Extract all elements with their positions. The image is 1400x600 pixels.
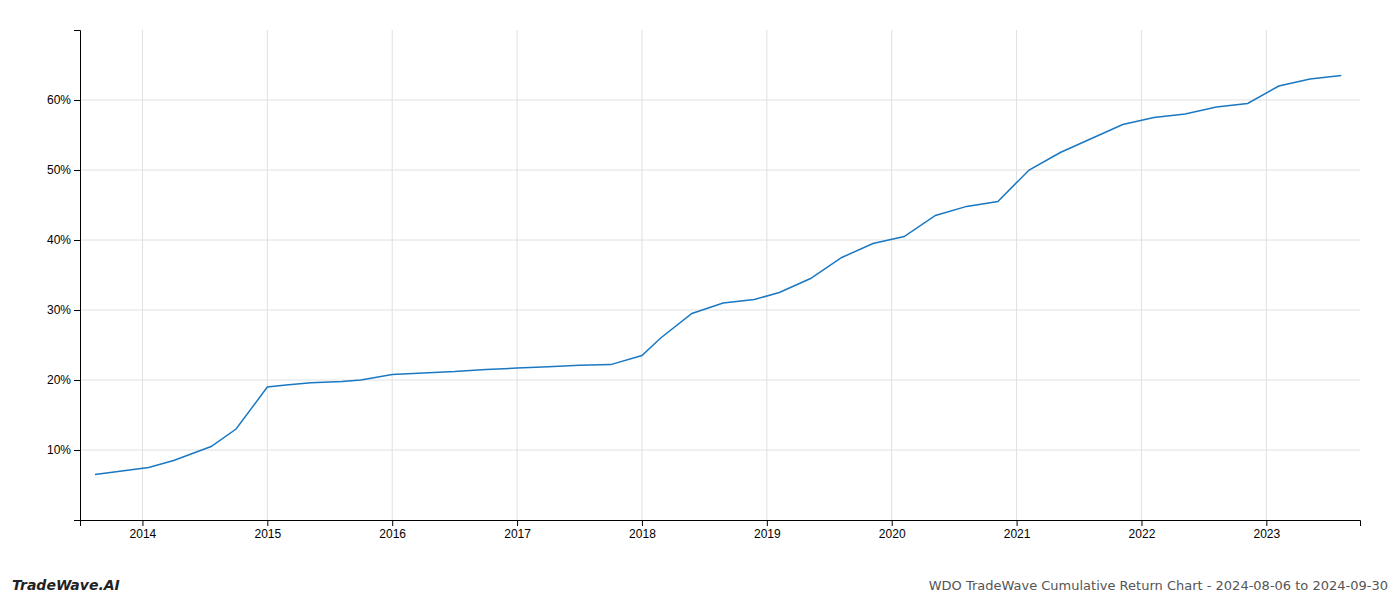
grid-line xyxy=(1141,30,1142,520)
watermark: TradeWave.AI xyxy=(12,577,120,593)
tick: 2014 xyxy=(130,520,157,541)
tick-label: 50% xyxy=(47,163,71,177)
tick: 60% xyxy=(47,93,80,107)
tick-label: 40% xyxy=(47,233,71,247)
title: WDO TradeWave Cumulative Return Chart - … xyxy=(929,578,1388,593)
tick-label: 2017 xyxy=(504,527,531,541)
tick: 20% xyxy=(47,373,80,387)
x-axis: 2014 2015 2016 2017 2018 2019 2020 2021 2022 2023 xyxy=(81,520,1361,541)
tick-label: 2022 xyxy=(1129,527,1156,541)
chart: 2014 2015 2016 2017 2018 2019 2020 2021 2022 2023… xyxy=(0,0,1400,600)
line xyxy=(95,76,1341,475)
grid-line xyxy=(80,380,1360,381)
grid-line xyxy=(80,100,1360,101)
tick: 2021 xyxy=(1004,520,1031,541)
tick: 50% xyxy=(47,163,80,177)
tick: 10% xyxy=(47,443,80,457)
tick-mark xyxy=(74,240,80,241)
tick-label: 2014 xyxy=(130,527,157,541)
tick-mark xyxy=(517,520,518,526)
y-axis: 10% 20% 30% 40% 50% 60% xyxy=(47,31,81,521)
tick-label: 30% xyxy=(47,303,71,317)
tick-mark xyxy=(74,380,80,381)
plot-area xyxy=(95,76,1341,475)
tick: 2017 xyxy=(504,520,531,541)
tick-mark xyxy=(74,450,80,451)
grid-line xyxy=(142,30,143,520)
grid-line xyxy=(766,30,767,520)
tick-mark xyxy=(1017,520,1018,526)
grid-line xyxy=(80,450,1360,451)
tick-label: 2016 xyxy=(379,527,406,541)
tick-mark xyxy=(74,310,80,311)
grid-line xyxy=(80,310,1360,311)
tick: 2015 xyxy=(254,520,281,541)
tick-mark xyxy=(74,170,80,171)
tick: 2019 xyxy=(754,520,781,541)
grid-line xyxy=(1016,30,1017,520)
grid-line xyxy=(517,30,518,520)
tick-label: 2015 xyxy=(254,527,281,541)
tick: 2018 xyxy=(629,520,656,541)
tick-mark xyxy=(767,520,768,526)
grid-line xyxy=(1266,30,1267,520)
grid-line xyxy=(641,30,642,520)
tick: 30% xyxy=(47,303,80,317)
axis-line xyxy=(74,31,81,521)
grid-line xyxy=(891,30,892,520)
grid-line xyxy=(392,30,393,520)
tick: 2023 xyxy=(1253,520,1280,541)
tick: 40% xyxy=(47,233,80,247)
tick-label: 20% xyxy=(47,373,71,387)
tick-mark xyxy=(74,100,80,101)
tick-label: 2023 xyxy=(1253,527,1280,541)
grid-line xyxy=(80,240,1360,241)
tick-label: 60% xyxy=(47,93,71,107)
tick-label: 2020 xyxy=(879,527,906,541)
tick-label: 10% xyxy=(47,443,71,457)
tick: 2016 xyxy=(379,520,406,541)
grid-line xyxy=(267,30,268,520)
tick: 2020 xyxy=(879,520,906,541)
tick-label: 2021 xyxy=(1004,527,1031,541)
axis-line xyxy=(81,521,1361,527)
tick-label: 2018 xyxy=(629,527,656,541)
grid xyxy=(80,30,1360,520)
grid-line xyxy=(80,170,1360,171)
tick: 2022 xyxy=(1129,520,1156,541)
tick-mark xyxy=(1266,520,1267,526)
tick-mark xyxy=(142,520,143,526)
tick-mark xyxy=(642,520,643,526)
tick-label: 2019 xyxy=(754,527,781,541)
tick-mark xyxy=(267,520,268,526)
tick-mark xyxy=(892,520,893,526)
tick-mark xyxy=(1141,520,1142,526)
tick-mark xyxy=(392,520,393,526)
